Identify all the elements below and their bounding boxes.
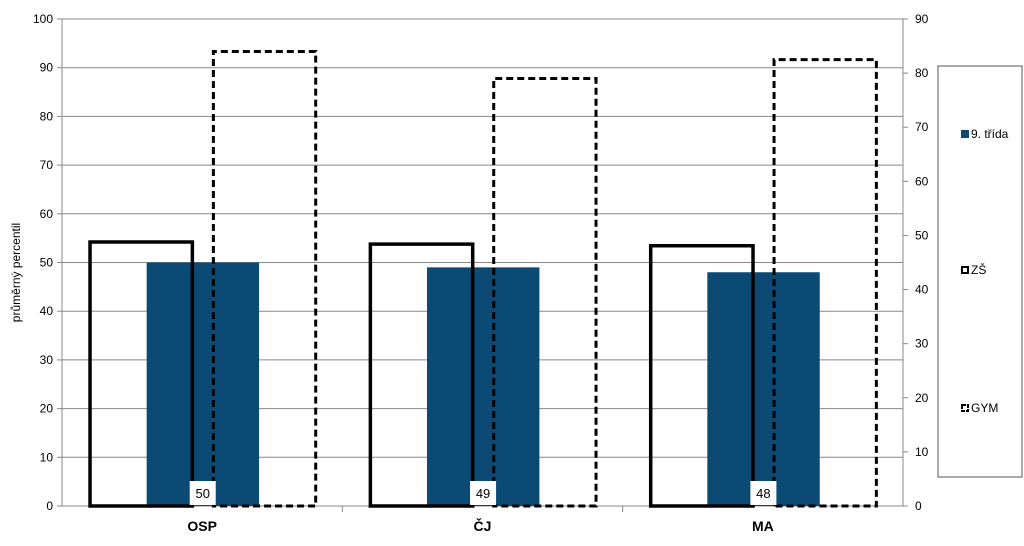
y2-tick-label: 20 [915,391,929,405]
y2-tick-label: 70 [915,120,929,134]
y-tick-label: 10 [40,450,54,464]
legend-label: 9. třída [971,127,1009,141]
y-tick-label: 70 [40,158,54,172]
x-category-label: ČJ [474,517,492,534]
bar-9-trida [146,262,260,506]
y-axis-title: průměrný percentil [9,223,23,322]
data-label-box [189,481,216,505]
legend-swatch [961,130,969,138]
bar-zs [648,243,755,508]
data-label: 48 [756,486,770,501]
legend [937,65,1023,478]
bar-zs [88,240,195,508]
data-label: 49 [476,486,490,501]
y-tick-label: 40 [40,304,54,318]
bar-layer [88,49,878,508]
bar-gym [492,77,598,508]
y2-tick-label: 30 [915,337,929,351]
y-tick-label: 90 [40,61,54,75]
legend-swatch [961,404,969,412]
y2-tick-label: 90 [915,12,929,26]
bar-zs [368,242,475,508]
y-tick-label: 80 [40,109,54,123]
y-tick-label: 20 [40,402,54,416]
axis-layer: 0 10 20 30 40 50 60 70 80 90 100 0 10 20 30 40 50 60 70 80 9… [33,12,929,534]
bar-9-trida [707,272,820,506]
legend-swatch [961,266,969,274]
y2-tick-label: 10 [915,445,929,459]
y2-tick-label: 0 [915,499,922,513]
y2-tick-label: 60 [915,174,929,188]
y-tick-label: 100 [33,12,53,26]
legend-layer: 9. třída ZŠ GYM [937,65,1023,478]
y-tick-label: 50 [40,256,54,270]
y-tick-label: 60 [40,207,54,221]
y-tick-label: 30 [40,353,54,367]
y2-tick-label: 40 [915,283,929,297]
legend-label: GYM [971,401,998,415]
y-tick-label: 0 [46,499,53,513]
y2-tick-label: 50 [915,228,929,242]
bar-gym [772,58,878,508]
data-label-box [750,481,777,505]
data-label: 50 [195,486,209,501]
label-layer: průměrný percentil 50 49 48 [9,223,777,505]
bar-9-trida [426,267,540,506]
legend-label: ZŠ [971,262,986,277]
x-category-label: OSP [187,518,217,534]
data-label-box [470,481,497,505]
y2-tick-label: 80 [915,66,929,80]
x-category-label: MA [752,518,774,534]
bar-gym [211,49,318,508]
